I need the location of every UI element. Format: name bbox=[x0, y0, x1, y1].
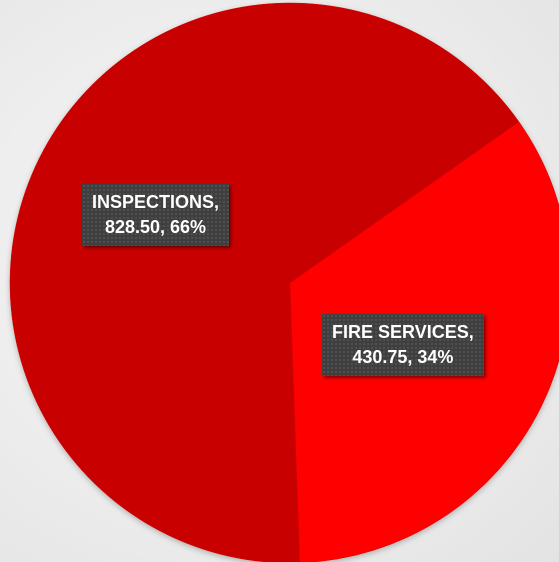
pie-slice-inspections bbox=[9, 2, 520, 562]
data-label-fire-services-name: FIRE SERVICES, bbox=[332, 322, 474, 342]
data-label-fire-services: FIRE SERVICES, 430.75, 34% bbox=[322, 314, 484, 376]
data-label-inspections-name: INSPECTIONS, bbox=[92, 192, 220, 212]
data-label-inspections: INSPECTIONS, 828.50, 66% bbox=[82, 184, 230, 246]
pie-slices bbox=[9, 2, 559, 562]
data-label-inspections-value: 828.50, 66% bbox=[104, 217, 207, 237]
data-label-fire-services-value: 430.75, 34% bbox=[352, 347, 454, 367]
